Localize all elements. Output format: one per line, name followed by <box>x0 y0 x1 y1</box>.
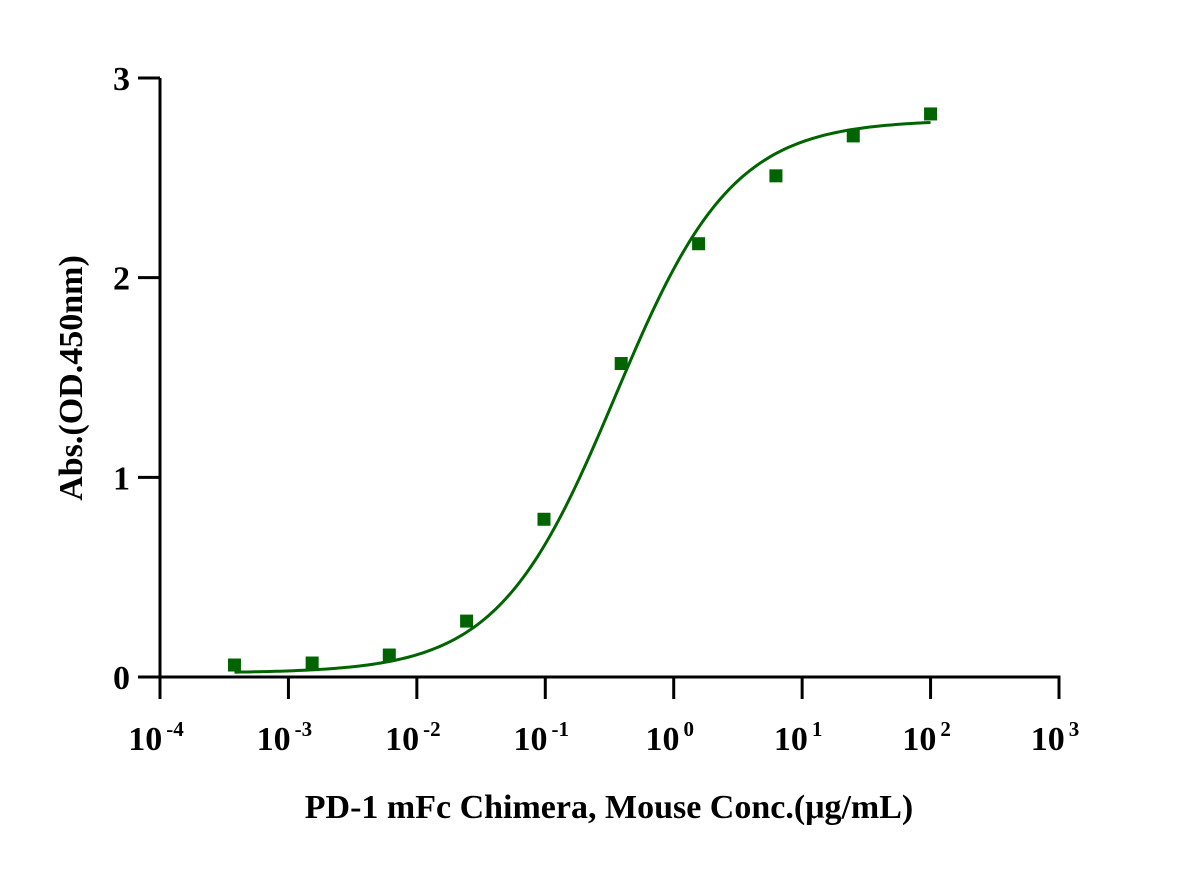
x-tick-label: 10 1 <box>774 717 823 758</box>
fit-curve <box>234 120 931 674</box>
x-tick-base: 10 <box>1031 721 1065 758</box>
x-tick-base: 10 <box>774 721 808 758</box>
data-point <box>769 169 783 183</box>
x-tick-base: 10 <box>902 721 936 758</box>
x-tick-base: 10 <box>257 721 291 758</box>
y-tick-label: 0 <box>113 660 130 697</box>
y-tick-label: 1 <box>113 460 130 497</box>
data-points <box>227 107 938 672</box>
x-tick-exponent: -4 <box>166 717 184 741</box>
data-point <box>537 512 551 526</box>
x-tick-label: 10 2 <box>902 717 951 758</box>
x-tick-base: 10 <box>514 721 548 758</box>
x-tick-label: 10 3 <box>1031 717 1080 758</box>
data-point <box>924 107 938 121</box>
y-ticks: 0 1 2 3 <box>113 61 160 697</box>
y-axis-title: Abs.(OD.450nm) <box>53 255 90 501</box>
x-tick-exponent: 1 <box>812 717 823 741</box>
x-tick-label: 10 -1 <box>514 717 570 758</box>
x-tick-base: 10 <box>645 721 679 758</box>
x-tick-base: 10 <box>128 721 162 758</box>
data-point <box>227 658 241 672</box>
axes <box>158 78 1061 679</box>
x-tick-exponent: -3 <box>295 717 313 741</box>
data-point <box>846 129 860 143</box>
x-tick-label: 10 -4 <box>128 717 184 758</box>
data-point <box>460 614 474 628</box>
y-tick-label: 3 <box>113 61 130 98</box>
data-point <box>614 357 628 371</box>
x-tick-base: 10 <box>385 721 419 758</box>
x-tick-exponent: 3 <box>1069 717 1080 741</box>
y-tick-label: 2 <box>113 261 130 298</box>
x-axis-title: PD-1 mFc Chimera, Mouse Conc.(μg/mL) <box>305 789 913 826</box>
x-ticks: 10 -4 10 -3 10 -2 10 -1 10 0 10 1 10 2 10 3 <box>128 677 1079 758</box>
data-point <box>382 648 396 662</box>
x-tick-label: 10 -3 <box>257 717 313 758</box>
data-point <box>305 656 319 670</box>
x-tick-label: 10 0 <box>645 717 694 758</box>
x-tick-exponent: -2 <box>423 717 441 741</box>
x-tick-label: 10 -2 <box>385 717 441 758</box>
x-tick-exponent: -1 <box>552 717 570 741</box>
data-point <box>692 237 706 251</box>
x-tick-exponent: 0 <box>683 717 694 741</box>
x-tick-exponent: 2 <box>940 717 951 741</box>
